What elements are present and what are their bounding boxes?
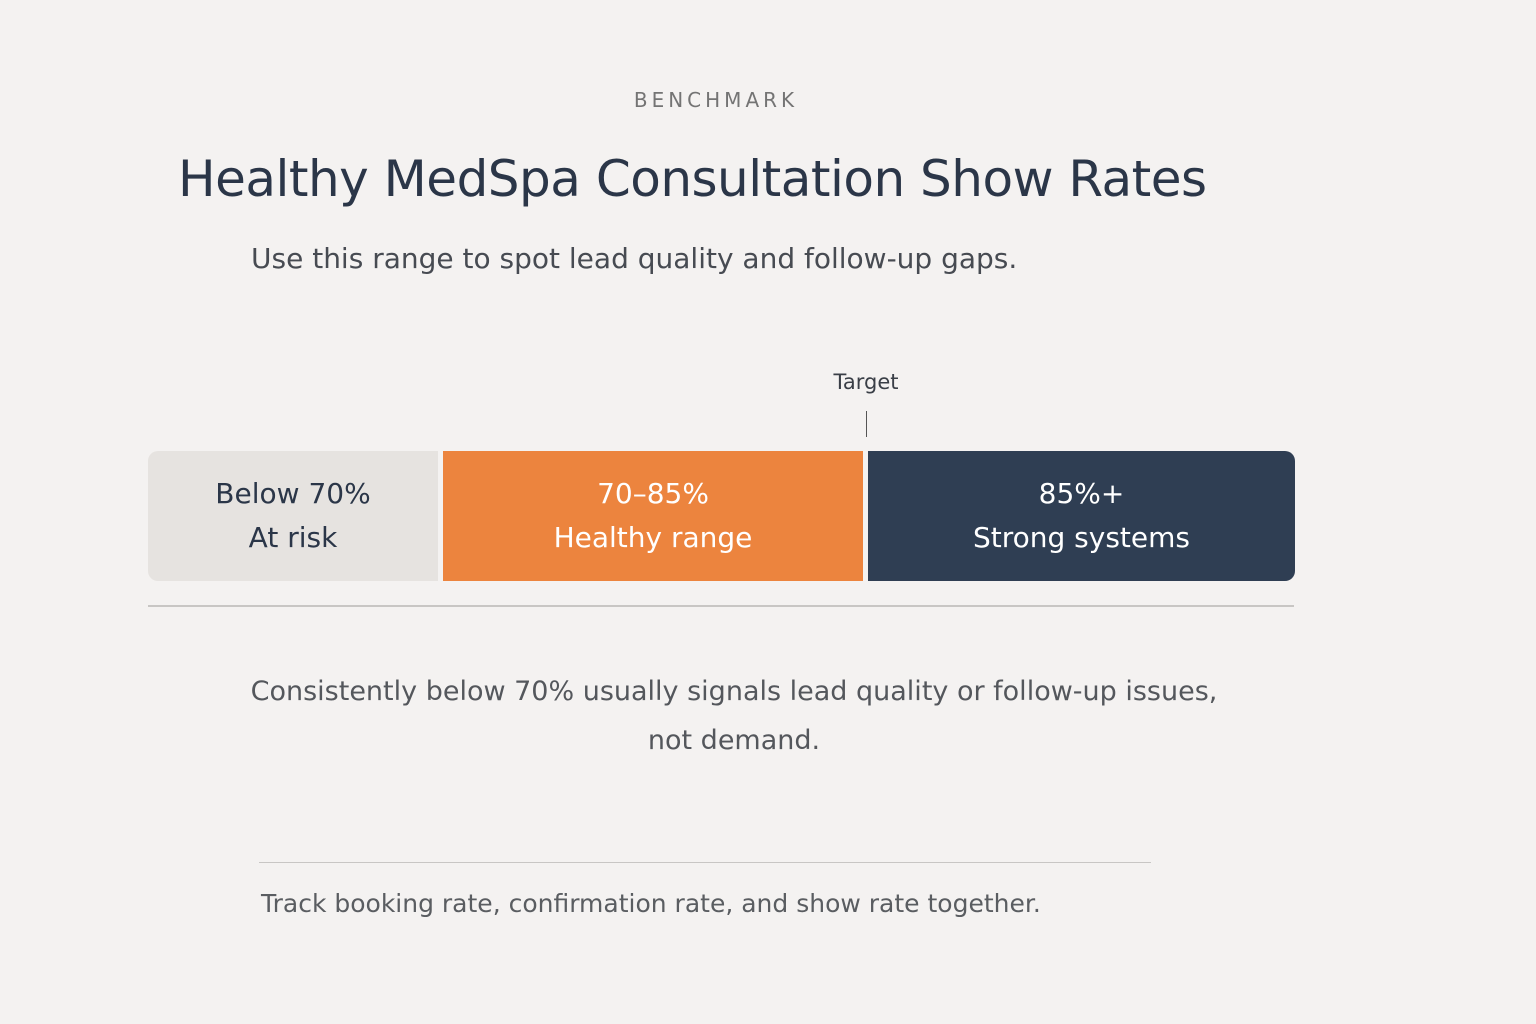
segment-range: 85%+ bbox=[1038, 477, 1125, 510]
target-marker bbox=[866, 411, 867, 437]
segment-label: Healthy range bbox=[553, 521, 753, 554]
segment-range: 70–85% bbox=[597, 477, 709, 510]
divider bbox=[259, 862, 1151, 863]
insight-note: Consistently below 70% usually signals l… bbox=[250, 676, 1218, 756]
segment-label: Strong systems bbox=[972, 521, 1190, 554]
segment-at-risk: Below 70% At risk bbox=[148, 451, 438, 581]
segment-label: At risk bbox=[248, 521, 338, 554]
subtitle: Use this range to spot lead quality and … bbox=[251, 242, 1018, 275]
segment-healthy-range: 70–85% Healthy range bbox=[443, 451, 863, 581]
target-label: Target bbox=[833, 370, 899, 394]
eyebrow-label: BENCHMARK bbox=[633, 88, 799, 112]
segment-range: Below 70% bbox=[215, 477, 371, 510]
divider bbox=[148, 605, 1294, 607]
page-title: Healthy MedSpa Consultation Show Rates bbox=[178, 150, 1207, 208]
footer-tip: Track booking rate, confirmation rate, a… bbox=[261, 889, 1041, 918]
segment-strong-systems: 85%+ Strong systems bbox=[868, 451, 1295, 581]
